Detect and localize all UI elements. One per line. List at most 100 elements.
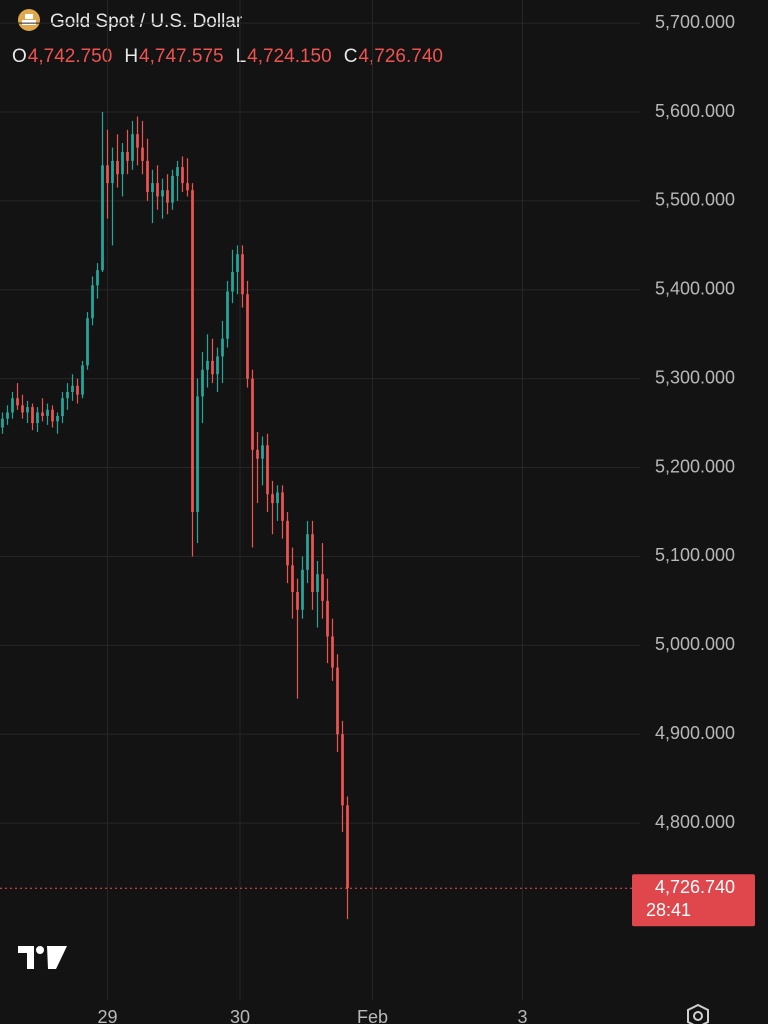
candle-body: [271, 494, 274, 504]
x-tick-label: 29: [97, 1007, 117, 1024]
candle-body: [141, 147, 144, 161]
candle-body: [326, 600, 329, 637]
candle-body: [181, 167, 184, 184]
candle-body: [291, 565, 294, 592]
candle-body: [146, 160, 149, 192]
gold-icon: [18, 9, 40, 31]
candle-body: [46, 409, 49, 416]
ohlc-key: O: [12, 46, 27, 67]
y-tick-label: 4,900.000: [655, 723, 735, 743]
y-tick-label: 4,800.000: [655, 812, 735, 832]
candle-body: [306, 534, 309, 570]
candles: [1, 112, 349, 920]
candle-body: [296, 592, 299, 610]
candle-body: [96, 270, 99, 286]
candle-body: [201, 369, 204, 397]
candle-body: [211, 360, 214, 375]
y-tick-label: 5,100.000: [655, 545, 735, 565]
candle-body: [261, 445, 264, 459]
candle-body: [1, 418, 4, 428]
y-tick-label: 5,600.000: [655, 101, 735, 121]
y-tick-label: 5,000.000: [655, 634, 735, 654]
candle-body: [166, 190, 169, 203]
grid: [0, 0, 640, 1000]
candle-body: [41, 412, 44, 416]
candle-body: [321, 574, 324, 601]
candle-body: [276, 492, 279, 504]
candle-body: [76, 385, 79, 395]
last-price-box: [632, 874, 755, 927]
y-tick-label: 5,500.000: [655, 190, 735, 210]
candle-body: [31, 407, 34, 424]
candle-body: [301, 569, 304, 610]
candle-body: [341, 734, 344, 806]
y-tick-label: 5,400.000: [655, 279, 735, 299]
candle-body: [171, 176, 174, 203]
candle-body: [86, 318, 89, 366]
y-tick-label: 5,300.000: [655, 367, 735, 387]
ohlc-value: 4,747.575: [139, 46, 224, 67]
candle-body: [106, 165, 109, 184]
candle-body: [151, 183, 154, 192]
candle-body: [236, 254, 239, 272]
candle-body: [51, 409, 54, 422]
candle-body: [126, 152, 129, 161]
candle-body: [216, 356, 219, 375]
candle-body: [156, 183, 159, 197]
candle-body: [16, 398, 19, 406]
last-price-label: 4,726.740: [655, 877, 735, 897]
candle-body: [191, 190, 194, 512]
candle-body: [226, 291, 229, 339]
ohlc-value: 4,724.150: [247, 46, 332, 67]
candle-body: [246, 294, 249, 379]
candle-body: [281, 492, 284, 521]
candle-body: [266, 445, 269, 495]
candle-body: [331, 636, 334, 668]
candle-body: [161, 190, 164, 197]
symbol-title: Gold Spot / U.S. Dollar: [50, 11, 243, 32]
candle-body: [81, 365, 84, 395]
ohlc-key: H: [124, 46, 138, 67]
candle-body: [11, 398, 14, 413]
candle-body: [206, 360, 209, 370]
candle-body: [101, 165, 104, 271]
candle-body: [121, 152, 124, 175]
candle-body: [186, 183, 189, 191]
ohlc-key: L: [236, 46, 247, 67]
y-tick-label: 5,200.000: [655, 456, 735, 476]
candle-body: [256, 449, 259, 459]
candle-body: [251, 378, 254, 450]
candle-body: [6, 412, 9, 419]
y-tick-label: 5,700.000: [655, 12, 735, 32]
candle-body: [116, 160, 119, 175]
candle-body: [311, 534, 314, 592]
x-tick-label: 30: [230, 1007, 250, 1024]
candle-body: [136, 134, 139, 148]
candle-body: [66, 392, 69, 399]
candle-body: [316, 574, 319, 592]
candle-body: [336, 667, 339, 735]
ohlc-value: 4,726.740: [358, 46, 443, 67]
x-tick-label: 3: [517, 1007, 527, 1024]
candle-body: [196, 396, 199, 512]
candle-body: [91, 285, 94, 319]
candle-body: [26, 407, 29, 413]
candle-body: [61, 398, 64, 416]
candle-body: [231, 272, 234, 292]
countdown-label: 28:41: [646, 900, 691, 920]
ohlc-key: C: [344, 46, 358, 67]
candle-body: [56, 416, 59, 422]
ohlc-value: 4,742.750: [28, 46, 113, 67]
x-tick-label: Feb: [357, 1007, 388, 1024]
candle-body: [21, 405, 24, 413]
candle-body: [346, 805, 349, 889]
candle-body: [36, 412, 39, 424]
candle-body: [71, 385, 74, 392]
candle-body: [241, 254, 244, 295]
candle-body: [286, 520, 289, 566]
settings-icon[interactable]: [687, 1003, 709, 1024]
candle-body: [221, 338, 224, 357]
tradingview-logo: [18, 946, 67, 969]
